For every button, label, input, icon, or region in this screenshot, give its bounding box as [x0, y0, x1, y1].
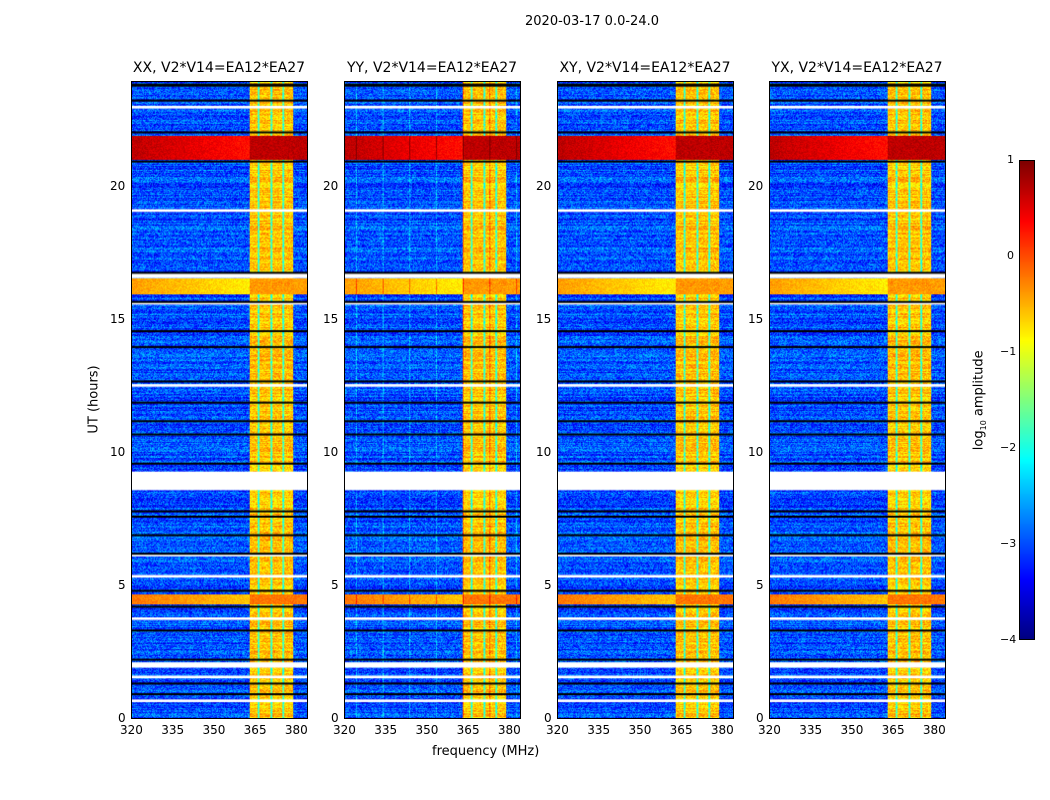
x-tick-label: 320	[333, 723, 356, 737]
colorbar-gradient	[1020, 161, 1034, 639]
x-tick-label: 380	[922, 723, 946, 737]
y-tick-label: 15	[536, 312, 552, 327]
y-tick-label: 0	[544, 711, 552, 725]
y-tick-label: 0	[331, 711, 339, 725]
y-tick-label: 20	[110, 179, 126, 194]
x-tick-label: 335	[374, 723, 398, 737]
y-tick-label: 0	[756, 711, 764, 725]
heatmap-panel-yx	[769, 81, 946, 719]
panel-title-xx: XX, V2*V14=EA12*EA27	[132, 60, 306, 76]
colorbar-tick-label: 1	[1007, 153, 1014, 166]
x-tick-label: 335	[161, 723, 185, 737]
x-tick-label: 365	[243, 723, 267, 737]
heatmap-cells	[132, 82, 307, 718]
colorbar-tick-label: −4	[1000, 633, 1017, 646]
y-tick-label: 10	[110, 445, 126, 460]
heatmap-panel-yy	[344, 81, 521, 719]
y-tick-label: 10	[748, 445, 764, 460]
x-tick-label: 335	[587, 723, 611, 737]
x-tick-label: 350	[415, 723, 439, 737]
x-tick-label: 380	[284, 723, 308, 737]
x-tick-label: 320	[120, 723, 143, 737]
heatmap-cells	[770, 82, 945, 718]
x-tick-label: 365	[881, 723, 905, 737]
panel-title-yy: YY, V2*V14=EA12*EA27	[346, 60, 518, 76]
y-tick-label: 15	[748, 312, 764, 327]
colorbar	[1019, 160, 1035, 640]
panel-title-xy: XY, V2*V14=EA12*EA27	[559, 60, 731, 76]
x-tick-label: 320	[546, 723, 569, 737]
x-tick-label: 365	[669, 723, 693, 737]
colorbar-tick-label: 0	[1007, 249, 1014, 262]
y-tick-label: 5	[118, 578, 126, 593]
y-tick-label: 15	[323, 312, 339, 327]
heatmap-cells	[345, 82, 520, 718]
y-tick-label: 10	[323, 445, 339, 460]
x-tick-label: 350	[202, 723, 226, 737]
y-tick-label: 15	[110, 312, 126, 327]
y-axis-label: UT (hours)	[86, 365, 102, 434]
colorbar-tick-label: −2	[1000, 441, 1017, 454]
heatmap-cells	[558, 82, 733, 718]
x-tick-label: 335	[799, 723, 823, 737]
panel-title-yx: YX, V2*V14=EA12*EA27	[771, 60, 943, 76]
y-tick-label: 0	[118, 711, 126, 725]
y-tick-label: 10	[536, 445, 552, 460]
colorbar-tick-label: −3	[1000, 537, 1017, 550]
x-tick-label: 365	[456, 723, 480, 737]
heatmap-panel-xx	[131, 81, 308, 719]
y-tick-label: 5	[331, 578, 339, 593]
y-tick-label: 5	[756, 578, 764, 593]
y-tick-label: 20	[536, 179, 552, 194]
x-axis-label: frequency (MHz)	[432, 744, 540, 759]
x-tick-label: 350	[840, 723, 864, 737]
x-tick-label: 320	[758, 723, 781, 737]
x-tick-label: 350	[628, 723, 652, 737]
x-tick-label: 380	[710, 723, 734, 737]
y-tick-label: 5	[544, 578, 552, 593]
heatmap-panel-xy	[557, 81, 734, 719]
y-tick-label: 20	[323, 179, 339, 194]
colorbar-tick-label: −1	[1000, 345, 1017, 358]
x-tick-label: 380	[497, 723, 521, 737]
y-tick-label: 20	[748, 179, 764, 194]
colorbar-label: log10 amplitude	[971, 350, 989, 451]
figure-title: 2020-03-17 0.0-24.0	[525, 14, 659, 29]
